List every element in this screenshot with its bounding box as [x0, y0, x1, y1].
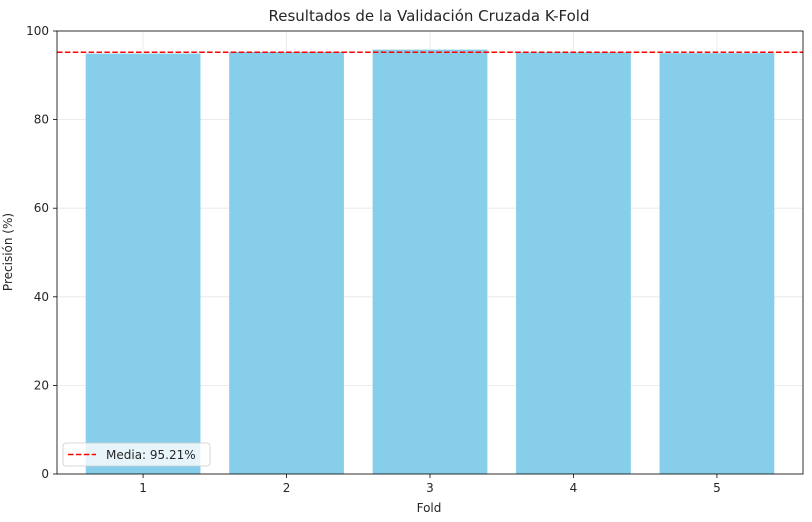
x-tick-label: 2: [283, 481, 291, 495]
chart-title: Resultados de la Validación Cruzada K-Fo…: [269, 7, 590, 25]
bars: [85, 49, 775, 475]
x-tick-label: 5: [713, 481, 721, 495]
bar-fold-3: [372, 49, 488, 475]
bar-fold-1: [85, 53, 201, 475]
y-tick-label: 60: [34, 201, 49, 215]
y-tick-label: 100: [26, 24, 49, 38]
bar-fold-2: [229, 51, 344, 475]
y-tick-label: 20: [34, 378, 49, 392]
legend-box: [62, 442, 211, 467]
y-tick-label: 0: [41, 467, 49, 481]
y-ticks: 0 20 40 60 80 100: [26, 24, 57, 481]
legend-mean-label: Media: 95.21%: [106, 448, 196, 462]
bar-fold-4: [516, 52, 631, 474]
x-axis-label: Fold: [417, 501, 442, 515]
x-ticks: 1 2 3 4 5: [139, 474, 721, 495]
y-tick-label: 80: [34, 113, 49, 127]
y-axis-label: Precisión (%): [1, 213, 15, 291]
y-tick-label: 40: [34, 290, 49, 304]
legend: Media: 95.21%: [62, 442, 211, 467]
bar-fold-5: [659, 53, 775, 475]
x-tick-label: 1: [139, 481, 147, 495]
x-tick-label: 3: [426, 481, 434, 495]
x-tick-label: 4: [570, 481, 578, 495]
